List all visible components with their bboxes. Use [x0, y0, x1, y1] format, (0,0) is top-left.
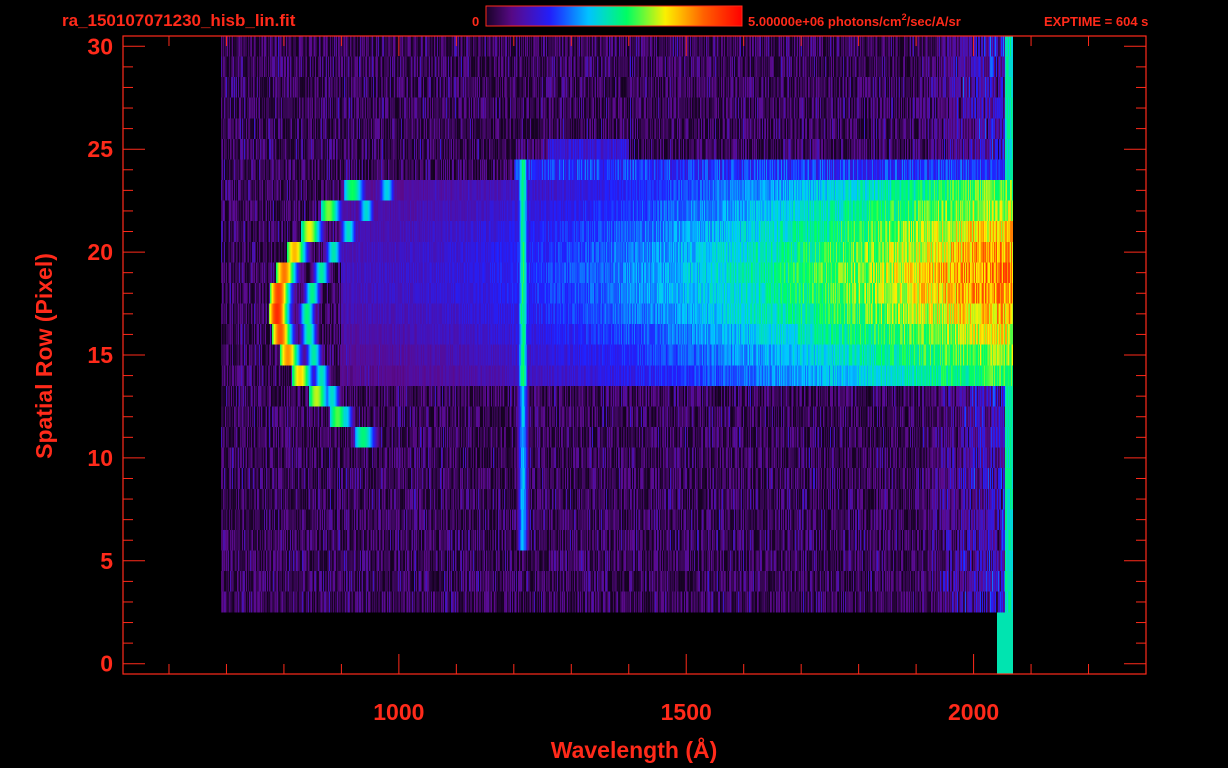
x-tick-label: 1500 — [661, 699, 712, 725]
colorbar-max-sup: 2 — [902, 12, 907, 22]
tick-labels: 1000 1500 2000 0 5 10 15 20 25 30 — [87, 33, 999, 725]
x-tick-label: 2000 — [948, 699, 999, 725]
y-tick-label: 5 — [100, 548, 113, 574]
y-tick-label: 25 — [87, 136, 113, 162]
exptime-label: EXPTIME = 604 s — [1044, 14, 1148, 29]
colorbar-max-suffix: /sec/A/sr — [907, 14, 961, 29]
colorbar-max-main: 5.00000e+06 photons/cm — [748, 14, 902, 29]
colorbar — [485, 5, 743, 27]
y-axis-label: Spatial Row (Pixel) — [31, 253, 57, 459]
x-tick-label: 1000 — [373, 699, 424, 725]
spectrum-image — [123, 36, 1146, 674]
y-tick-label: 15 — [87, 342, 113, 368]
y-tick-label: 30 — [87, 33, 113, 59]
axis-ticks — [123, 36, 1146, 674]
x-axis-label: Wavelength (Å) — [551, 736, 718, 763]
y-tick-label: 10 — [87, 445, 113, 471]
chart-title: ra_150107071230_hisb_lin.fit — [62, 11, 296, 30]
y-tick-label: 0 — [100, 651, 113, 677]
colorbar-max-label: 5.00000e+06 photons/cm2/sec/A/sr — [748, 12, 961, 29]
colorbar-min-label: 0 — [472, 14, 479, 29]
y-tick-label: 20 — [87, 239, 113, 265]
